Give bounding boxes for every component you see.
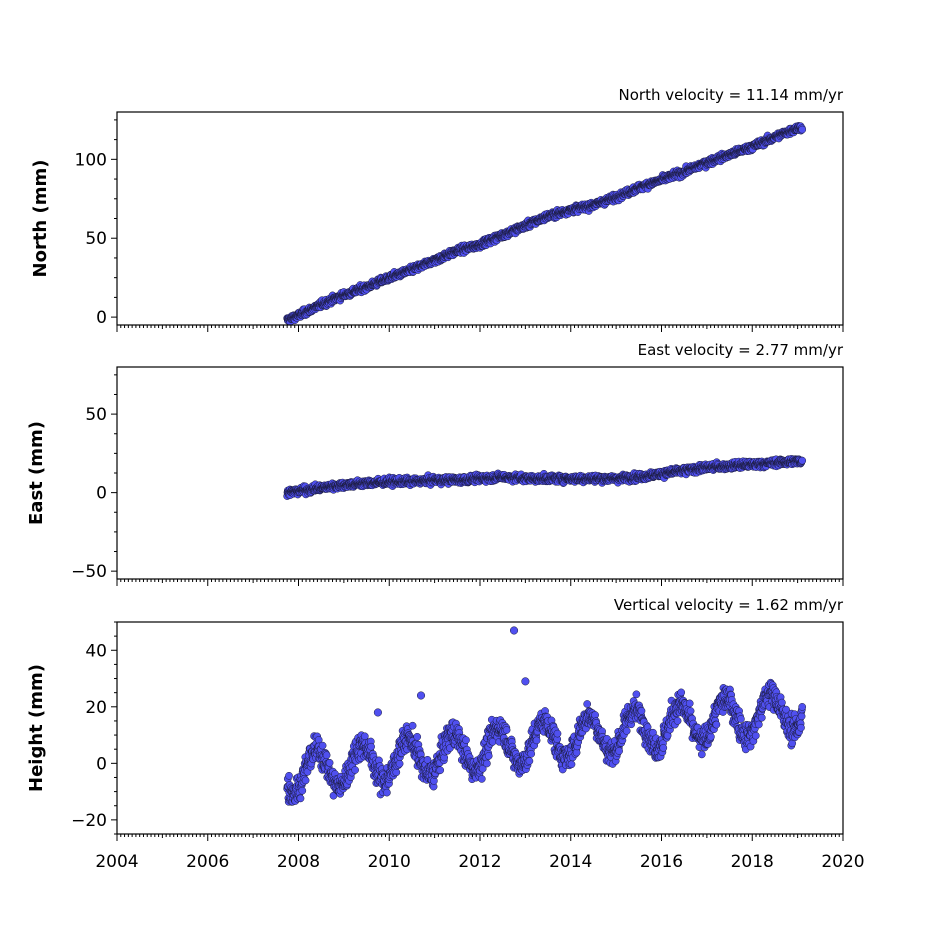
panel-2: East velocity = 2.77 mm/yr East (mm) −50 0 5…: [26, 341, 844, 586]
data-point: [483, 759, 491, 768]
data-point: [477, 775, 486, 783]
data-series: [283, 455, 807, 500]
data-point: [525, 757, 534, 765]
y-axis-label: Height (mm): [26, 664, 47, 792]
panel-title: North velocity = 11.14 mm/yr: [619, 86, 844, 104]
data-point: [413, 732, 422, 741]
data-point: [296, 794, 305, 803]
data-point: [553, 729, 562, 738]
data-point: [392, 768, 401, 777]
data-point: [318, 741, 327, 750]
data-point: [462, 736, 470, 744]
y-tick-label: 50: [85, 405, 107, 425]
data-point: [351, 766, 359, 774]
panel-3: Vertical velocity = 1.62 mm/yr Height (mm…: [26, 596, 865, 872]
data-point: [622, 727, 631, 735]
data-point: [615, 747, 623, 755]
data-point: [408, 721, 417, 730]
data-point: [798, 125, 807, 134]
y-axis-label: North (mm): [30, 160, 51, 278]
data-point: [325, 758, 334, 767]
y-axis-label: East (mm): [26, 421, 47, 525]
panel-1: North velocity = 11.14 mm/yr North (mm) 0 5…: [30, 86, 844, 332]
y-tick-label: −50: [71, 562, 107, 582]
data-point: [285, 771, 293, 780]
data-point: [532, 736, 541, 745]
y-tick-label: 100: [75, 150, 107, 170]
data-point: [527, 749, 536, 758]
data-series: [283, 626, 807, 806]
data-point: [798, 456, 807, 465]
data-point: [436, 766, 445, 775]
data-point: [322, 751, 331, 760]
y-tick-label: 0: [96, 308, 107, 328]
data-point: [298, 786, 307, 795]
data-point: [395, 759, 404, 768]
data-point: [484, 752, 493, 760]
data-point: [583, 700, 592, 708]
data-point: [301, 776, 310, 785]
panel-title: East velocity = 2.77 mm/yr: [638, 341, 844, 359]
data-series: [283, 122, 807, 325]
data-point: [567, 760, 576, 769]
data-point: [502, 726, 511, 734]
panel-title: Vertical velocity = 1.62 mm/yr: [614, 596, 844, 614]
data-point: [637, 707, 646, 715]
data-point: [632, 690, 641, 699]
plot-frame: [116, 111, 844, 326]
y-tick-label: 0: [96, 484, 107, 504]
data-point: [367, 742, 375, 751]
y-tick-label: 50: [85, 229, 107, 249]
data-point: [383, 788, 391, 797]
